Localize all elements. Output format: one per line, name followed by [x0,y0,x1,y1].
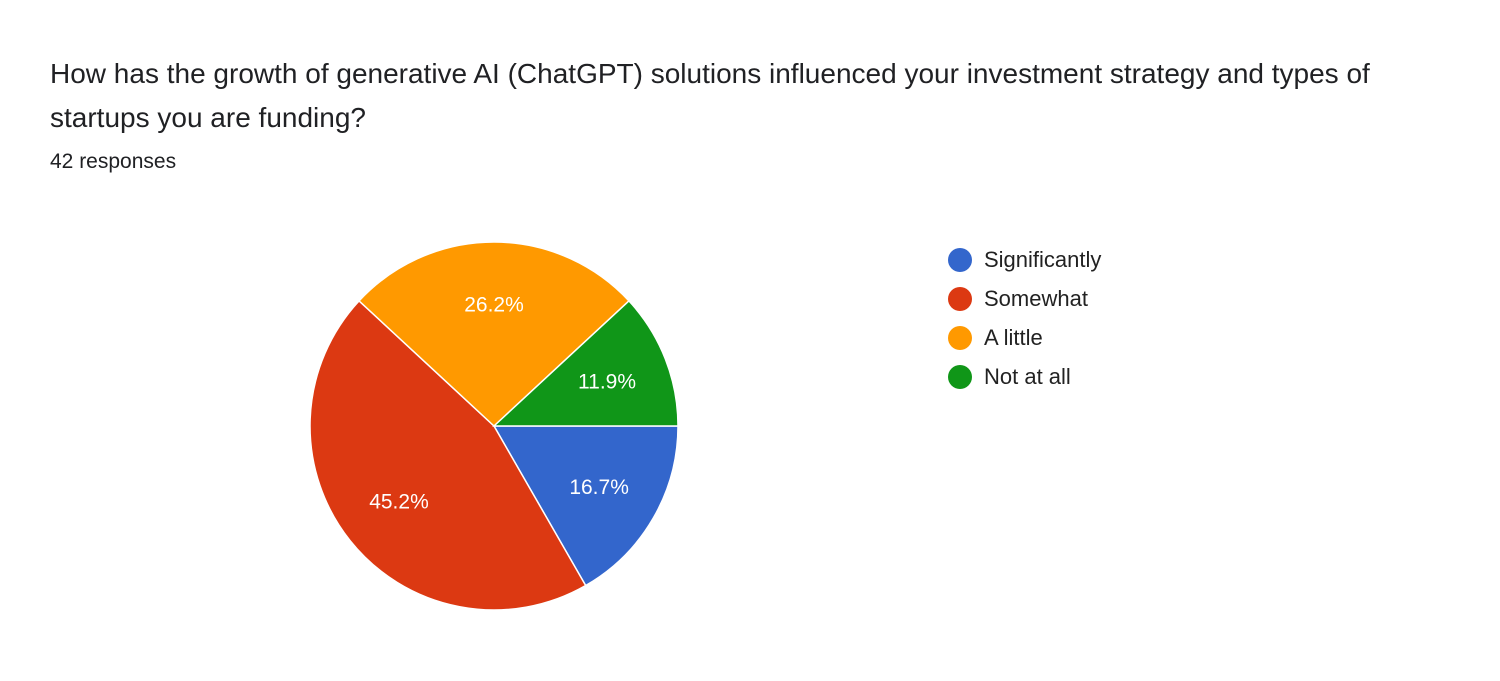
pie-slice-a-little[interactable] [358,241,630,428]
slice-data-label: 16.7% [569,476,629,499]
legend-item[interactable]: Not at all [948,357,1101,396]
pie-slice-somewhat[interactable] [309,299,587,611]
legend-label: Not at all [984,363,1071,389]
slice-data-label: 11.9% [578,371,636,394]
slice-data-label: 26.2% [464,294,524,317]
legend-label: A little [984,324,1043,350]
legend-item[interactable]: Significantly [948,240,1101,279]
legend-swatch-icon [948,286,972,311]
question-title: How has the growth of generative AI (Cha… [50,58,1370,133]
legend-label: Somewhat [984,285,1088,311]
legend-item[interactable]: Somewhat [948,279,1101,318]
legend-swatch-icon [948,325,972,350]
pie-slice-significantly[interactable] [492,425,679,587]
legend-label: Significantly [984,246,1102,272]
slice-data-label: 45.2% [369,491,429,514]
response-count: 42 responses [50,150,177,173]
pie-slice-not-at-all[interactable] [492,299,679,427]
legend-swatch-icon [948,247,972,272]
legend-swatch-icon [948,364,972,389]
legend-item[interactable]: A little [948,318,1101,357]
legend: Significantly Somewhat A little Not at all [948,240,1101,396]
